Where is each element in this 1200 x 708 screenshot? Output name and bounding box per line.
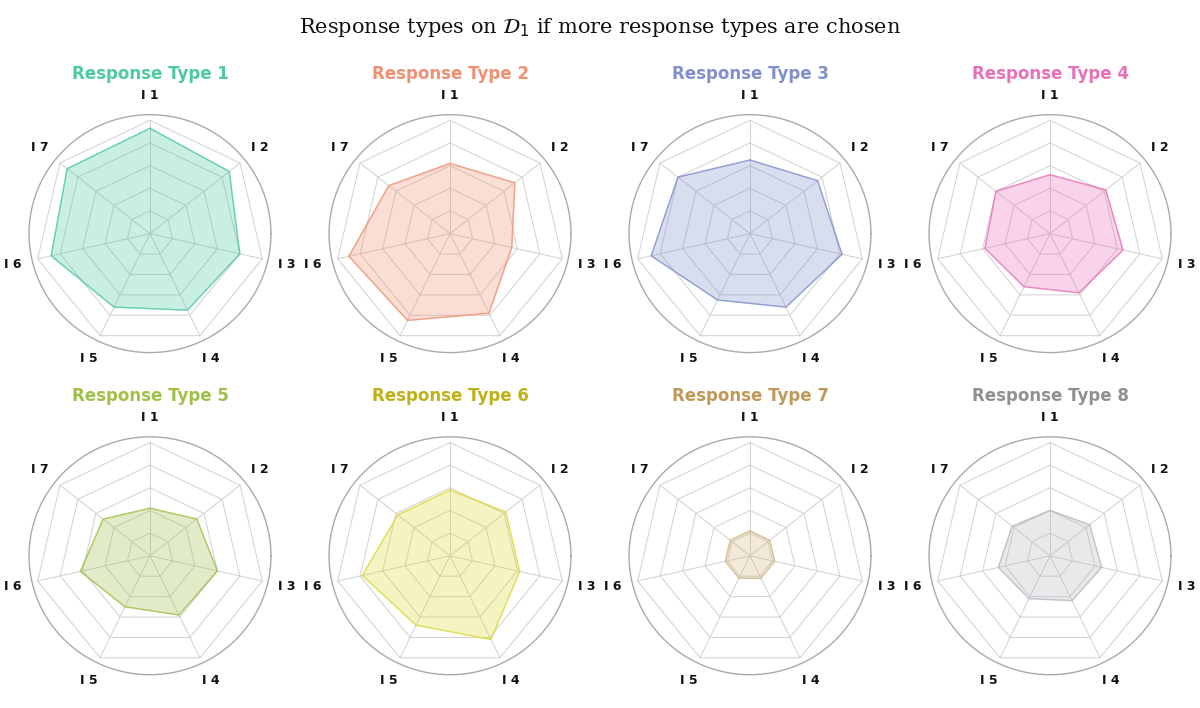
Polygon shape bbox=[362, 490, 520, 639]
Text: I 2: I 2 bbox=[251, 141, 269, 154]
Text: I 3: I 3 bbox=[878, 258, 895, 271]
Text: I 6: I 6 bbox=[5, 258, 22, 271]
Polygon shape bbox=[985, 175, 1123, 293]
Text: I 4: I 4 bbox=[1102, 352, 1120, 365]
Polygon shape bbox=[52, 128, 240, 310]
Text: I 7: I 7 bbox=[631, 463, 649, 476]
Text: I 1: I 1 bbox=[142, 89, 158, 102]
Text: I 3: I 3 bbox=[1178, 258, 1195, 271]
Text: I 5: I 5 bbox=[980, 674, 998, 687]
Text: Response types on $\mathcal{D}_1$ if more response types are chosen: Response types on $\mathcal{D}_1$ if mor… bbox=[299, 16, 901, 38]
Text: I 5: I 5 bbox=[980, 352, 998, 365]
Text: I 7: I 7 bbox=[31, 463, 49, 476]
Text: Response Type 4: Response Type 4 bbox=[972, 65, 1128, 84]
Text: Response Type 3: Response Type 3 bbox=[672, 65, 828, 84]
Text: Response Type 1: Response Type 1 bbox=[72, 65, 228, 84]
Text: Response Type 7: Response Type 7 bbox=[672, 387, 828, 406]
Text: I 3: I 3 bbox=[278, 258, 295, 271]
Text: I 2: I 2 bbox=[851, 141, 869, 154]
Text: I 6: I 6 bbox=[305, 258, 322, 271]
Text: I 2: I 2 bbox=[551, 463, 569, 476]
Text: I 1: I 1 bbox=[142, 411, 158, 424]
Text: I 4: I 4 bbox=[802, 674, 820, 687]
Text: Response Type 6: Response Type 6 bbox=[372, 387, 528, 406]
Text: I 7: I 7 bbox=[931, 141, 949, 154]
Text: Response Type 2: Response Type 2 bbox=[372, 65, 528, 84]
Text: I 5: I 5 bbox=[680, 674, 698, 687]
Text: I 1: I 1 bbox=[442, 89, 458, 102]
Text: I 2: I 2 bbox=[551, 141, 569, 154]
Text: I 4: I 4 bbox=[202, 674, 220, 687]
Text: I 6: I 6 bbox=[605, 258, 622, 271]
Text: I 7: I 7 bbox=[931, 463, 949, 476]
Text: Response Type 5: Response Type 5 bbox=[72, 387, 228, 406]
Text: I 1: I 1 bbox=[742, 411, 758, 424]
Text: I 3: I 3 bbox=[878, 580, 895, 593]
Text: I 6: I 6 bbox=[305, 580, 322, 593]
Text: I 4: I 4 bbox=[502, 674, 520, 687]
Text: I 3: I 3 bbox=[1178, 580, 1195, 593]
Polygon shape bbox=[652, 160, 842, 307]
Polygon shape bbox=[349, 164, 515, 321]
Text: I 5: I 5 bbox=[80, 352, 98, 365]
Text: I 7: I 7 bbox=[31, 141, 49, 154]
Text: I 3: I 3 bbox=[578, 258, 595, 271]
Text: I 3: I 3 bbox=[278, 580, 295, 593]
Text: I 4: I 4 bbox=[802, 352, 820, 365]
Text: I 5: I 5 bbox=[680, 352, 698, 365]
Text: I 6: I 6 bbox=[605, 580, 622, 593]
Text: I 3: I 3 bbox=[578, 580, 595, 593]
Text: I 4: I 4 bbox=[1102, 674, 1120, 687]
Text: I 2: I 2 bbox=[1151, 463, 1169, 476]
Text: I 1: I 1 bbox=[1042, 411, 1058, 424]
Text: I 4: I 4 bbox=[502, 352, 520, 365]
Text: I 4: I 4 bbox=[202, 352, 220, 365]
Text: Response Type 8: Response Type 8 bbox=[972, 387, 1128, 406]
Polygon shape bbox=[725, 531, 775, 578]
Text: I 7: I 7 bbox=[631, 141, 649, 154]
Text: I 7: I 7 bbox=[331, 463, 349, 476]
Text: I 6: I 6 bbox=[905, 580, 922, 593]
Text: I 1: I 1 bbox=[742, 89, 758, 102]
Text: I 1: I 1 bbox=[442, 411, 458, 424]
Polygon shape bbox=[998, 510, 1102, 600]
Text: I 6: I 6 bbox=[5, 580, 22, 593]
Text: I 2: I 2 bbox=[851, 463, 869, 476]
Text: I 5: I 5 bbox=[80, 674, 98, 687]
Text: I 6: I 6 bbox=[905, 258, 922, 271]
Text: I 5: I 5 bbox=[380, 352, 398, 365]
Text: I 2: I 2 bbox=[251, 463, 269, 476]
Text: I 1: I 1 bbox=[1042, 89, 1058, 102]
Text: I 7: I 7 bbox=[331, 141, 349, 154]
Text: I 5: I 5 bbox=[380, 674, 398, 687]
Text: I 2: I 2 bbox=[1151, 141, 1169, 154]
Polygon shape bbox=[80, 508, 217, 615]
